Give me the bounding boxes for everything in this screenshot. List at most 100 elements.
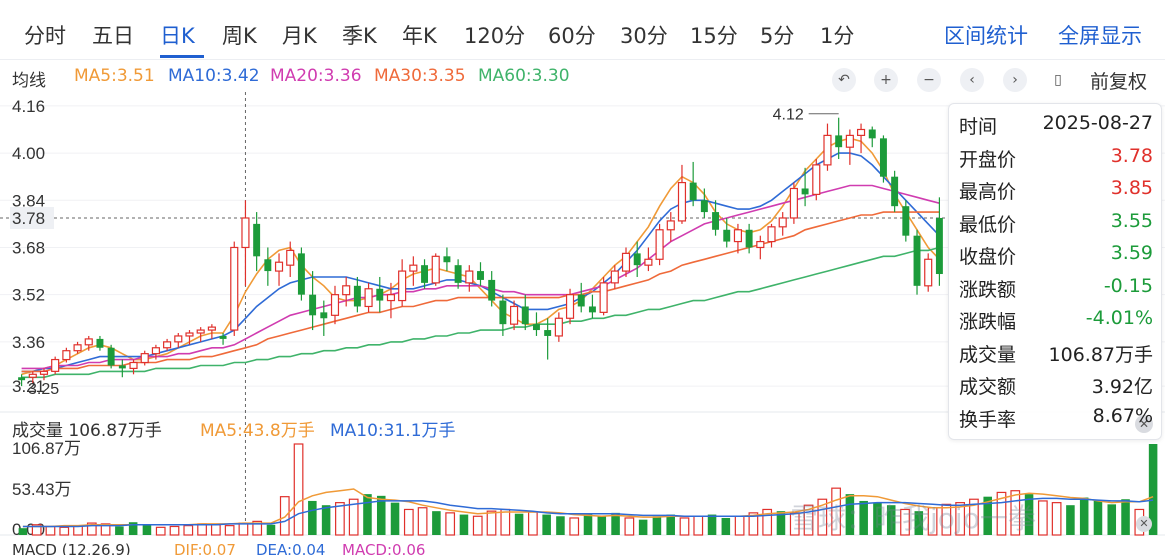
volrow-item-0: 成交量 106.87万手 [12, 421, 162, 441]
zoom-out-icon[interactable]: − [917, 68, 941, 92]
volume-bar [776, 511, 786, 535]
volrow-item-2: MA10:31.1万手 [330, 421, 456, 441]
info-value: 3.55 [1110, 209, 1153, 232]
tab-3[interactable]: 周K [222, 24, 257, 48]
volume-bar [1093, 500, 1103, 535]
volume-bar [900, 508, 910, 536]
kline-chart[interactable]: 4.16 4.00 3.84 3.68 3.52 3.36 3.21 3.78 4.12 3.25… [0, 92, 1165, 555]
info-value: 3.85 [1110, 177, 1153, 199]
candle-body [140, 353, 149, 364]
candle-body [330, 294, 340, 316]
ma-line-ma30 [21, 211, 940, 373]
prev-icon[interactable]: ‹ [960, 68, 984, 92]
tab-0[interactable]: 分时 [24, 24, 66, 48]
volume-bar [583, 514, 593, 535]
tab-6[interactable]: 年K [402, 24, 437, 48]
info-label: 成交量 [959, 343, 1017, 366]
volume-bar [762, 508, 773, 536]
tab-7[interactable]: 120分 [464, 24, 526, 48]
candle-icon[interactable]: ▯ [1054, 72, 1062, 88]
candle-body [801, 188, 809, 195]
tab-11[interactable]: 5分 [760, 24, 795, 48]
undo-icon[interactable]: ↶ [832, 68, 856, 92]
candle-body [386, 294, 396, 302]
candle-body [868, 129, 876, 139]
candle-body [96, 338, 104, 348]
close-icon[interactable]: ✕ [1135, 415, 1153, 433]
high-price-label: 4.12 [773, 107, 804, 124]
volume-bar [417, 507, 428, 536]
volume-bar [59, 526, 70, 536]
candle-body [409, 264, 418, 272]
info-value: 3.59 [1110, 242, 1153, 264]
volume-bar [569, 517, 580, 536]
tab-9[interactable]: 30分 [620, 24, 668, 48]
tab-2[interactable]: 日K [160, 24, 195, 48]
tab-5[interactable]: 季K [342, 24, 377, 48]
marow-item-2: MA20:3.36 [270, 66, 362, 86]
volume-bar [1037, 500, 1048, 536]
volume-bar [376, 495, 386, 535]
volume-bar [1107, 504, 1117, 535]
tab-12[interactable]: 1分 [820, 24, 855, 48]
price-tick-label: 4.16 [12, 97, 45, 116]
zoom-in-icon[interactable]: + [874, 68, 898, 92]
volume-bar [500, 508, 511, 536]
macdrow-item-2: DEA:0.04 [256, 541, 326, 555]
candle-body [666, 220, 675, 231]
info-label: 收盘价 [959, 246, 1017, 268]
volume-bar [983, 496, 992, 535]
volume-bar [308, 500, 317, 535]
volume-bar [279, 496, 290, 536]
candle-body [521, 306, 529, 325]
candle-body [342, 285, 351, 296]
candle-body [297, 253, 305, 295]
volrow-item-1: MA5:43.8万手 [200, 421, 315, 441]
info-value: 2025-08-27 [1042, 112, 1153, 134]
volume-bar [252, 520, 263, 536]
candle-body [320, 312, 328, 319]
price-tick-label: 3.84 [12, 191, 45, 210]
info-row: 涨跌额 -0.15 [949, 271, 1163, 303]
candle-body [84, 338, 93, 346]
tab-1[interactable]: 五日 [92, 24, 134, 48]
candle-body [577, 294, 585, 307]
fullscreen-link[interactable]: 全屏显示 [1058, 24, 1142, 48]
volume-bar [624, 517, 635, 536]
volume-bar [197, 523, 207, 536]
info-value: 3.92亿 [1091, 376, 1153, 398]
adjust-mode-button[interactable]: 前复权 [1090, 71, 1148, 93]
info-row: 成交额 3.92亿 [949, 368, 1163, 400]
candle-body [454, 265, 462, 283]
candle-body [700, 200, 708, 213]
candle-body [151, 347, 160, 355]
volume-bar [1148, 444, 1158, 535]
macdrow-item-1: DIF:0.07 [174, 541, 236, 555]
tab-8[interactable]: 60分 [548, 24, 596, 48]
range-stats-link[interactable]: 区间统计 [944, 24, 1028, 48]
candle-body [73, 344, 82, 352]
next-icon[interactable]: › [1003, 68, 1027, 92]
volume-bar [390, 502, 400, 535]
candle-body [364, 288, 373, 308]
candle-body [488, 279, 496, 301]
candle-body [935, 217, 943, 275]
candle-body [845, 134, 854, 148]
tab-4[interactable]: 月K [282, 24, 317, 48]
close-volume-icon[interactable]: ✕ [1136, 516, 1152, 532]
volume-bar [183, 525, 194, 536]
info-panel: ✕ 时间 2025-08-27 开盘价 3.78 最高价 3.85 最低价 3.55 收盘价 3.… [948, 103, 1162, 440]
info-row: 开盘价 3.78 [949, 141, 1163, 173]
candle-body [633, 253, 641, 266]
crosshair-price-label: 3.78 [12, 209, 45, 228]
candle-body [219, 335, 227, 339]
volume-bar [238, 522, 249, 536]
tab-10[interactable]: 15分 [690, 24, 738, 48]
info-value: -4.01% [1085, 307, 1153, 329]
candle-body [588, 306, 596, 313]
volume-bar [486, 510, 497, 536]
candle-body [655, 229, 664, 260]
volume-bar [721, 517, 731, 535]
volume-bar [652, 516, 662, 535]
volume-bar [18, 528, 28, 535]
